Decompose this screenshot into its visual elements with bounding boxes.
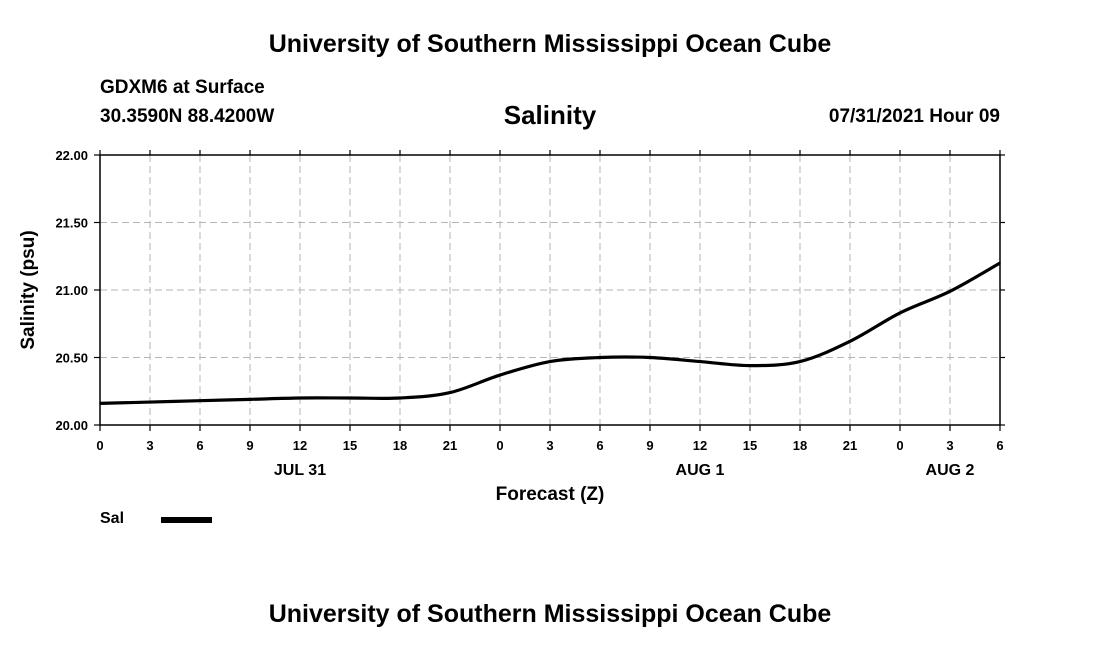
x-axis-label: Forecast (Z) xyxy=(496,484,605,505)
data-point xyxy=(249,398,251,401)
y-tick-label: 20.50 xyxy=(55,351,88,366)
x-tick-label: 6 xyxy=(996,438,1003,453)
date-label: AUG 2 xyxy=(926,462,975,479)
chart-title: Salinity xyxy=(503,100,597,130)
data-point xyxy=(399,397,401,399)
x-tick-label: 18 xyxy=(393,438,407,453)
data-point xyxy=(849,340,851,343)
data-point xyxy=(899,312,901,314)
station-label: GDXM6 at Surface xyxy=(100,77,265,98)
data-point xyxy=(699,360,701,363)
data-point xyxy=(299,397,301,399)
data-point xyxy=(649,356,651,359)
x-tick-label: 21 xyxy=(843,438,857,453)
data-point xyxy=(349,397,351,399)
data-point xyxy=(949,290,951,293)
x-tick-label: 9 xyxy=(246,438,253,453)
data-point xyxy=(499,374,501,376)
date-label: AUG 1 xyxy=(676,462,725,479)
x-tick-label: 15 xyxy=(343,438,357,453)
x-tick-label: 12 xyxy=(693,438,707,453)
legend-swatch xyxy=(161,517,212,523)
data-point xyxy=(799,360,801,363)
x-tick-label: 3 xyxy=(146,438,153,453)
y-tick-label: 22.00 xyxy=(55,148,88,163)
data-point xyxy=(199,399,201,402)
data-point xyxy=(549,360,551,363)
forecast-datetime: 07/31/2021 Hour 09 xyxy=(828,106,1000,127)
data-point xyxy=(749,364,751,367)
footer-title: University of Southern Mississippi Ocean… xyxy=(268,600,832,628)
y-axis-label: Salinity (psu) xyxy=(18,230,39,349)
y-axis-ticks: 20.00 20.50 21.00 21.50 22.00 xyxy=(55,148,1005,433)
y-tick-label: 21.50 xyxy=(55,216,88,231)
x-tick-label: 15 xyxy=(743,438,757,453)
x-tick-label: 21 xyxy=(443,438,457,453)
grid xyxy=(100,155,1000,425)
x-tick-label: 6 xyxy=(596,438,603,453)
x-tick-label: 3 xyxy=(946,438,953,453)
x-tick-label: 3 xyxy=(546,438,553,453)
legend-label: Sal xyxy=(100,510,125,527)
data-point xyxy=(149,401,151,403)
coordinates-label: 30.3590N 88.4200W xyxy=(100,106,275,127)
date-labels: JUL 31 AUG 1 AUG 2 xyxy=(274,462,975,479)
x-tick-label: 12 xyxy=(293,438,307,453)
page-title: University of Southern Mississippi Ocean… xyxy=(268,30,832,58)
x-tick-label: 0 xyxy=(496,438,503,453)
x-tick-label: 18 xyxy=(793,438,807,453)
series-layer xyxy=(99,261,1001,405)
date-label: JUL 31 xyxy=(274,462,326,479)
data-point xyxy=(449,391,451,394)
y-tick-label: 21.00 xyxy=(55,283,88,298)
x-tick-label: 9 xyxy=(646,438,653,453)
x-axis-ticks: 0 3 6 9 12 15 18 21 0 3 6 9 12 15 18 21 0 3 6 xyxy=(96,150,1004,453)
data-point xyxy=(599,356,601,359)
y-tick-label: 20.00 xyxy=(55,418,88,433)
x-tick-label: 0 xyxy=(896,438,903,453)
x-tick-label: 6 xyxy=(196,438,203,453)
x-tick-label: 0 xyxy=(96,438,103,453)
